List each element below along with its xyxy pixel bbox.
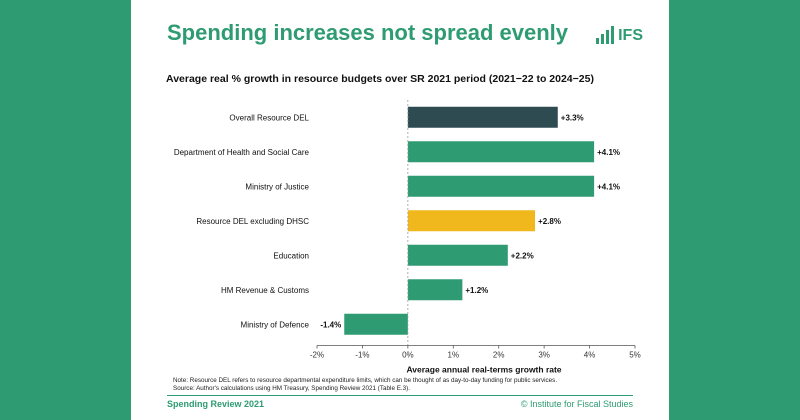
category-label: Department of Health and Social Care (174, 148, 310, 157)
source-text: Source: Author's calculations using HM T… (173, 385, 410, 392)
bar (407, 244, 508, 266)
footer-title: Spending Review 2021 (167, 399, 265, 409)
bar (407, 279, 463, 301)
bar (407, 106, 558, 128)
chart-title: Average real % growth in resource budget… (166, 73, 594, 85)
data-label: +3.3% (561, 113, 584, 122)
slide-title: Spending increases not spread evenly (167, 20, 569, 45)
data-label: +4.1% (597, 148, 620, 157)
x-tick-label: 1% (448, 351, 460, 360)
x-tick-label: 4% (584, 351, 596, 360)
data-label: +2.8% (538, 217, 561, 226)
x-tick-label: 2% (493, 351, 505, 360)
category-label: HM Revenue & Customs (221, 286, 309, 295)
bar (344, 313, 408, 335)
footer-copyright: © Institute for Fiscal Studies (520, 399, 633, 409)
logo-text: IFS (618, 27, 643, 44)
category-label: Ministry of Justice (245, 182, 309, 191)
category-label: Ministry of Defence (241, 320, 310, 329)
x-tick-label: 5% (629, 351, 641, 360)
x-tick-label: -1% (355, 351, 369, 360)
category-label: Overall Resource DEL (229, 113, 309, 122)
bar (407, 141, 595, 163)
x-tick-label: -2% (310, 351, 324, 360)
ifs-logo: IFS (596, 26, 643, 44)
logo-bars-icon (596, 26, 615, 44)
data-label: -1.4% (320, 320, 341, 329)
data-label: +4.1% (597, 182, 620, 191)
x-axis-label: Average annual real-terms growth rate (406, 365, 561, 375)
x-tick-label: 0% (402, 351, 414, 360)
data-label: +2.2% (511, 251, 534, 260)
data-label: +1.2% (465, 286, 488, 295)
category-label: Resource DEL excluding DHSC (196, 217, 309, 226)
bar (407, 175, 595, 197)
bar (407, 210, 536, 232)
chart-note: Note: Resource DEL refers to resource de… (173, 377, 557, 393)
footer-divider (167, 395, 633, 396)
x-tick-label: 3% (538, 351, 550, 360)
slide: Spending increases not spread evenly IFS… (131, 0, 669, 420)
bar-chart: Overall Resource DEL Department of Health… (174, 100, 641, 375)
category-label: Education (273, 251, 309, 260)
note-text: Note: Resource DEL refers to resource de… (173, 377, 558, 384)
